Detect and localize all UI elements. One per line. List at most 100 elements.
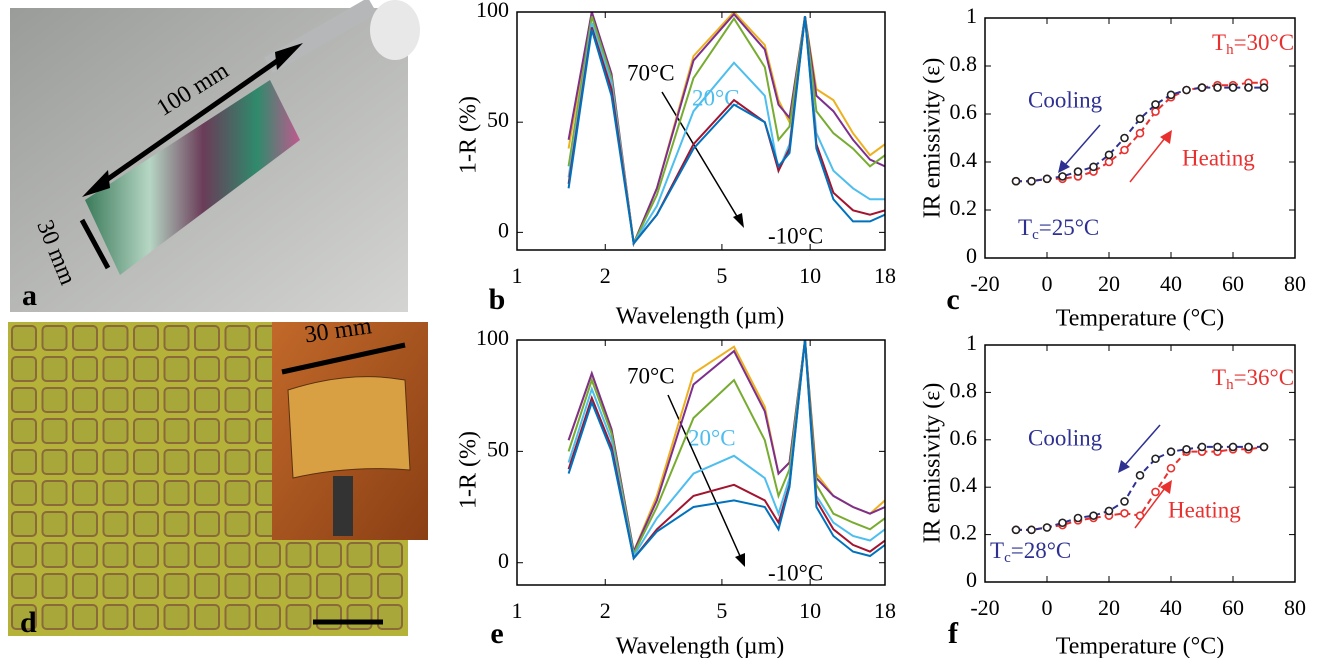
y-axis-label: 1-R (%) bbox=[456, 431, 482, 509]
cell bbox=[163, 573, 190, 599]
photo-a: 100 mm 30 mm a bbox=[10, 0, 420, 312]
cell bbox=[72, 573, 98, 599]
cell bbox=[41, 449, 68, 475]
data-line bbox=[567, 340, 885, 561]
cell bbox=[163, 542, 190, 568]
x-tick-label: 10 bbox=[799, 263, 821, 288]
cell bbox=[102, 573, 129, 599]
y-tick-label: 0.2 bbox=[950, 520, 978, 545]
cell bbox=[255, 573, 281, 599]
cell bbox=[41, 511, 68, 537]
cell bbox=[224, 573, 251, 599]
data-point bbox=[1120, 145, 1129, 155]
x-axis-label: Temperature (°C) bbox=[1056, 634, 1225, 658]
cell bbox=[11, 573, 37, 599]
annotation: Tc=25°C bbox=[1018, 215, 1099, 243]
data-point bbox=[1011, 176, 1021, 186]
cell bbox=[224, 604, 251, 630]
cell bbox=[11, 387, 37, 413]
cell bbox=[255, 604, 281, 630]
cell bbox=[346, 604, 373, 630]
annotations-e: 70°C 20°C -10°C bbox=[627, 363, 823, 585]
cell bbox=[41, 325, 68, 351]
cell bbox=[194, 356, 220, 382]
cell bbox=[102, 356, 129, 382]
cell bbox=[194, 511, 220, 537]
x-tick-label: 60 bbox=[1222, 595, 1244, 620]
data-point bbox=[1058, 518, 1067, 528]
cell bbox=[316, 542, 342, 568]
y-tick-label: 0.4 bbox=[950, 147, 978, 172]
y-tick-label: 100 bbox=[476, 0, 509, 22]
cell bbox=[255, 542, 281, 568]
data-point bbox=[1135, 128, 1145, 138]
cell bbox=[102, 480, 129, 506]
cell bbox=[102, 604, 129, 630]
cell bbox=[102, 418, 129, 444]
y-tick-label: 0 bbox=[966, 243, 977, 268]
cell bbox=[41, 387, 68, 413]
y-tick-label: 0.8 bbox=[950, 51, 978, 76]
data-point bbox=[1042, 174, 1052, 184]
cell bbox=[194, 418, 220, 444]
data-point bbox=[1104, 506, 1114, 516]
cell bbox=[41, 480, 68, 506]
data-line bbox=[1016, 81, 1264, 183]
annotation: Th=30°C bbox=[1212, 30, 1294, 58]
cell bbox=[224, 511, 251, 537]
cell bbox=[194, 449, 220, 475]
data-point bbox=[1104, 157, 1114, 167]
cell bbox=[377, 542, 403, 568]
x-tick-label: 20 bbox=[1098, 271, 1120, 296]
cell bbox=[194, 604, 220, 630]
x-axis-label: Wavelength (µm) bbox=[616, 634, 785, 658]
cell bbox=[316, 604, 342, 630]
x-tick-label: 18 bbox=[874, 263, 896, 288]
axes-frame bbox=[984, 344, 1296, 583]
y-axis-label: 1-R (%) bbox=[456, 96, 482, 174]
y-tick-label: 50 bbox=[487, 107, 509, 132]
data-point bbox=[1197, 442, 1207, 452]
cell bbox=[102, 387, 129, 413]
y-tick-label: 0 bbox=[498, 217, 509, 242]
x-tick-label: 2 bbox=[600, 598, 611, 623]
data-point bbox=[1259, 442, 1269, 452]
data-point bbox=[1213, 83, 1222, 92]
y-tick-label: 0.8 bbox=[950, 377, 978, 402]
cell bbox=[224, 449, 251, 475]
annotations-f: Cooling Heating Th=36°C Tc=28°C bbox=[990, 365, 1294, 566]
cell bbox=[163, 356, 190, 382]
data-point bbox=[1151, 487, 1160, 497]
x-axis-label: Temperature (°C) bbox=[1056, 306, 1225, 332]
annotation: Th=36°C bbox=[1212, 365, 1294, 393]
cell bbox=[194, 325, 220, 351]
cell bbox=[163, 325, 190, 351]
cell bbox=[102, 542, 129, 568]
cell bbox=[194, 387, 220, 413]
axes-frame bbox=[516, 339, 886, 586]
cell bbox=[224, 418, 251, 444]
data-point bbox=[1120, 508, 1129, 518]
data-point bbox=[1244, 83, 1253, 92]
cell bbox=[224, 387, 251, 413]
x-tick-label: 60 bbox=[1222, 271, 1244, 296]
data-point bbox=[1151, 454, 1160, 464]
x-tick-label: 80 bbox=[1284, 595, 1306, 620]
data-point bbox=[1182, 85, 1191, 95]
cell bbox=[163, 449, 190, 475]
cell bbox=[133, 387, 159, 413]
cell bbox=[377, 573, 403, 599]
data-point bbox=[1135, 471, 1145, 480]
cell bbox=[41, 418, 68, 444]
cell bbox=[163, 480, 190, 506]
cell bbox=[316, 573, 342, 599]
data-point bbox=[1089, 511, 1098, 520]
panel-label: d bbox=[20, 606, 37, 639]
cell bbox=[377, 604, 403, 630]
cell bbox=[163, 511, 190, 537]
data-line bbox=[567, 16, 885, 246]
y-axis-label: IR emissivity (ε) bbox=[920, 383, 946, 544]
cell bbox=[163, 418, 190, 444]
data-point bbox=[1228, 442, 1238, 452]
cell bbox=[133, 511, 159, 537]
